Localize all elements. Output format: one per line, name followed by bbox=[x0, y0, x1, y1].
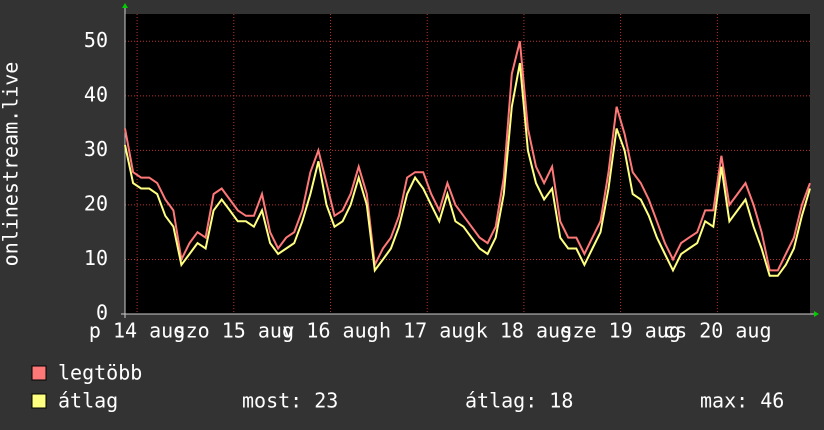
legend-swatch bbox=[31, 393, 47, 409]
y-tick-label: 30 bbox=[84, 137, 108, 161]
x-tick-label: cs 20 aug bbox=[663, 319, 771, 343]
legend-label: legtöbb bbox=[58, 361, 142, 385]
axis-arrow bbox=[814, 311, 819, 317]
plot-area bbox=[125, 14, 810, 314]
y-tick-label: 10 bbox=[84, 246, 108, 270]
stat-label: max: 46 bbox=[700, 389, 784, 413]
x-tick-label: h 17 aug bbox=[379, 319, 475, 343]
axis-arrow bbox=[122, 3, 128, 8]
y-tick-label: 20 bbox=[84, 191, 108, 215]
y-tick-label: 0 bbox=[96, 301, 108, 325]
x-tick-label: szo 15 aug bbox=[174, 319, 294, 343]
series-line bbox=[124, 62, 811, 277]
stat-label: átlag: 18 bbox=[465, 389, 573, 413]
stat-label: most: 23 bbox=[242, 389, 338, 413]
y-axis-label: onlinestream.live bbox=[0, 62, 23, 267]
x-tick-label: v 16 aug bbox=[282, 319, 378, 343]
legend-label: átlag bbox=[58, 389, 118, 413]
y-tick-label: 50 bbox=[84, 28, 108, 52]
x-tick-label: p 14 aug bbox=[89, 319, 185, 343]
x-tick-label: sze 19 aug bbox=[560, 319, 680, 343]
y-tick-label: 40 bbox=[84, 82, 108, 106]
series-line bbox=[124, 41, 811, 272]
x-tick-label: k 18 aug bbox=[476, 319, 572, 343]
legend-swatch bbox=[31, 365, 47, 381]
